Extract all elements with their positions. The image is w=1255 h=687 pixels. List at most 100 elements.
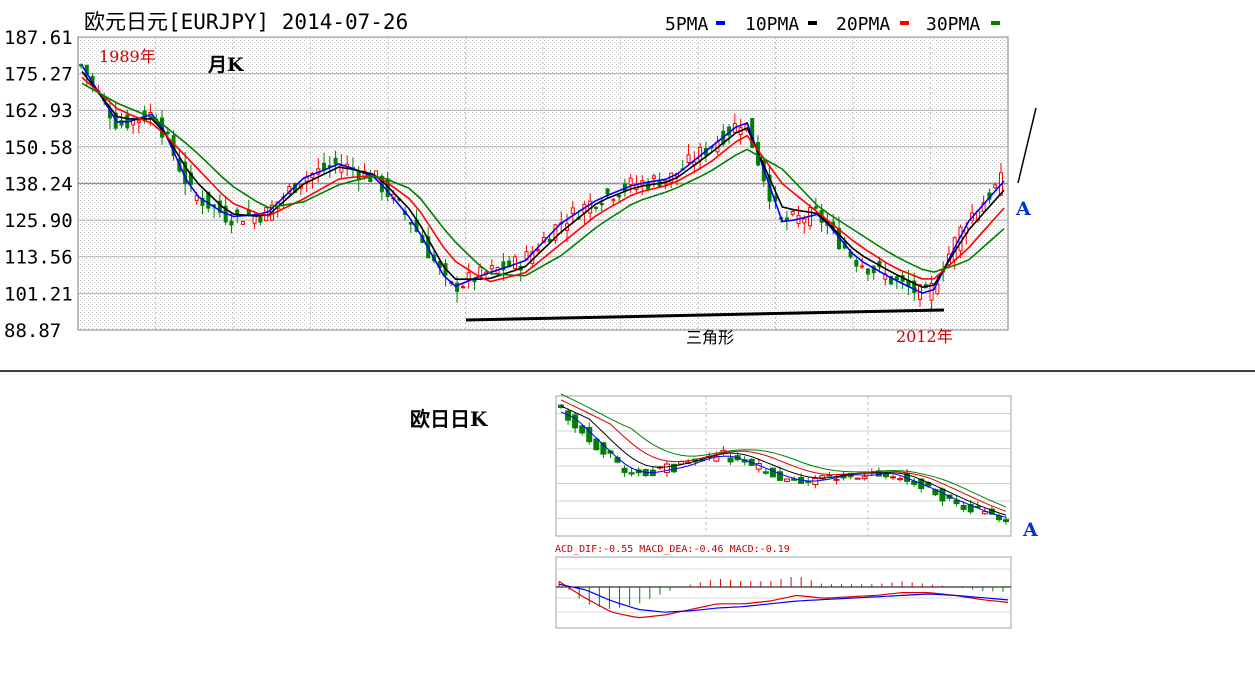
monthly-candle-body: [356, 171, 361, 181]
legend-30pma-label: 30PMA: [926, 14, 980, 35]
monthly-candle-body: [478, 266, 483, 277]
monthly-candle-body: [698, 146, 703, 161]
macd-lines: [558, 580, 1009, 619]
daily-candle-body: [819, 475, 826, 480]
daily-candle-body: [805, 480, 812, 483]
daily-candle-body: [897, 478, 904, 481]
daily-candle-body: [628, 472, 635, 475]
daily-candle-body: [889, 476, 896, 479]
monthly-candle-body: [206, 191, 211, 209]
monthly-candle-body: [258, 216, 263, 223]
monthly-candle-body: [229, 220, 234, 226]
monthly-candle-body: [79, 64, 83, 67]
monthly-candle-body: [599, 203, 604, 206]
macd-histogram: [558, 576, 1004, 609]
daily-chart: 欧日日K A ACD_DIF:-0.55 MACD_DEA:-0.46 MACD…: [410, 393, 1038, 629]
monthly-candle-body: [611, 199, 616, 202]
monthly-candle-body: [854, 259, 859, 267]
daily-candle-body: [939, 488, 946, 502]
monthly-candle-body: [593, 206, 598, 209]
legend-30pma-swatch: [991, 21, 1000, 25]
monthly-candle-body: [860, 265, 865, 268]
daily-point-a: A: [1022, 519, 1038, 541]
daily-candle-body: [600, 442, 607, 455]
monthly-candle-body: [790, 210, 795, 215]
daily-candle-body: [960, 504, 967, 510]
macd-plot-background: [555, 556, 1012, 629]
monthly-chart: 187.61 175.27 162.93 150.58 138.24 125.90 113.…: [4, 10, 1037, 347]
monthly-candle-body: [912, 280, 917, 293]
daily-ma-line: [560, 399, 1007, 512]
legend-5pma-swatch: [716, 21, 725, 25]
breakout-line: [1017, 107, 1037, 184]
monthly-ma-line-30pma: [81, 82, 1005, 277]
monthly-candle-body: [136, 120, 141, 124]
monthly-candle-body: [865, 268, 870, 275]
daily-candle-body: [1003, 519, 1009, 523]
monthly-candle-body: [460, 285, 465, 288]
daily-candle-body: [572, 414, 579, 429]
legend-5pma-label: 5PMA: [665, 14, 709, 35]
macd-dif-line: [558, 580, 1009, 619]
monthly-candle-body: [200, 197, 205, 206]
monthly-ma-line-5pma: [81, 65, 1005, 294]
daily-ma-line: [560, 405, 1007, 516]
monthly-candle-body: [119, 120, 124, 126]
monthly-candle-body: [241, 221, 246, 225]
annotation-period: 月K: [207, 54, 245, 76]
monthly-ma-line-20pma: [81, 76, 1005, 283]
monthly-candle-body: [408, 222, 413, 225]
triangle-base-trendline: [465, 308, 945, 322]
daily-candle-body: [981, 511, 988, 515]
monthly-candle-body: [617, 194, 622, 198]
monthly-candle-body: [512, 256, 517, 269]
monthly-candle-body: [802, 218, 807, 224]
monthly-y-tick-label: 175.27: [4, 64, 73, 86]
monthly-candle-body: [235, 209, 240, 214]
monthly-candle-body: [813, 206, 818, 209]
daily-ma-lines: [560, 393, 1007, 518]
monthly-y-axis: 187.61 175.27 162.93 150.58 138.24 125.90 113.…: [4, 27, 73, 342]
daily-ma-line: [560, 393, 1007, 508]
annotation-year-start: 1989年: [99, 47, 156, 66]
monthly-candle-body: [605, 188, 610, 195]
monthly-candle-body: [894, 276, 899, 281]
daily-candle-body: [663, 463, 670, 473]
daily-candle-body: [967, 504, 974, 513]
daily-candle-body: [762, 471, 769, 474]
monthly-candle-body: [553, 224, 558, 241]
monthly-candle-body: [929, 282, 934, 301]
annotation-year-end: 2012年: [896, 327, 953, 346]
monthly-y-tick-label: 88.87: [4, 320, 61, 342]
monthly-candle-body: [501, 261, 506, 271]
monthly-candle-body: [651, 175, 656, 179]
monthly-ma-lines: [81, 65, 1005, 294]
annotation-pattern: 三角形: [686, 328, 734, 347]
monthly-candle-body: [744, 124, 749, 131]
daily-grid: [556, 396, 1011, 536]
legend-10pma-label: 10PMA: [745, 14, 799, 35]
daily-candle-body: [854, 477, 861, 480]
monthly-y-tick-label: 113.56: [4, 247, 73, 269]
monthly-y-tick-label: 125.90: [4, 210, 73, 232]
daily-candle-body: [769, 467, 776, 478]
monthly-y-tick-label: 150.58: [4, 137, 73, 159]
monthly-candle-body: [165, 131, 170, 135]
daily-candle-body: [826, 474, 833, 477]
monthly-candle-body: [993, 184, 998, 189]
monthly-candle-body: [686, 154, 691, 164]
daily-candle-body: [953, 499, 960, 505]
monthly-candle-body: [628, 177, 633, 185]
daily-ma-line: [560, 411, 1007, 518]
daily-candle-body: [784, 478, 791, 482]
monthly-candle-body: [536, 249, 541, 252]
macd-dea-line: [558, 583, 1009, 613]
monthly-legend: 5PMA 10PMA 20PMA 30PMA: [665, 14, 1000, 35]
daily-candle-body: [861, 476, 868, 480]
daily-candle-body: [593, 438, 600, 451]
monthly-chart-title: 欧元日元[EURJPY] 2014-07-26: [84, 10, 408, 34]
daily-candle-body: [791, 478, 798, 481]
legend-20pma-swatch: [900, 21, 909, 25]
legend-20pma-label: 20PMA: [836, 14, 890, 35]
monthly-ma-line-10pma: [81, 71, 1005, 289]
